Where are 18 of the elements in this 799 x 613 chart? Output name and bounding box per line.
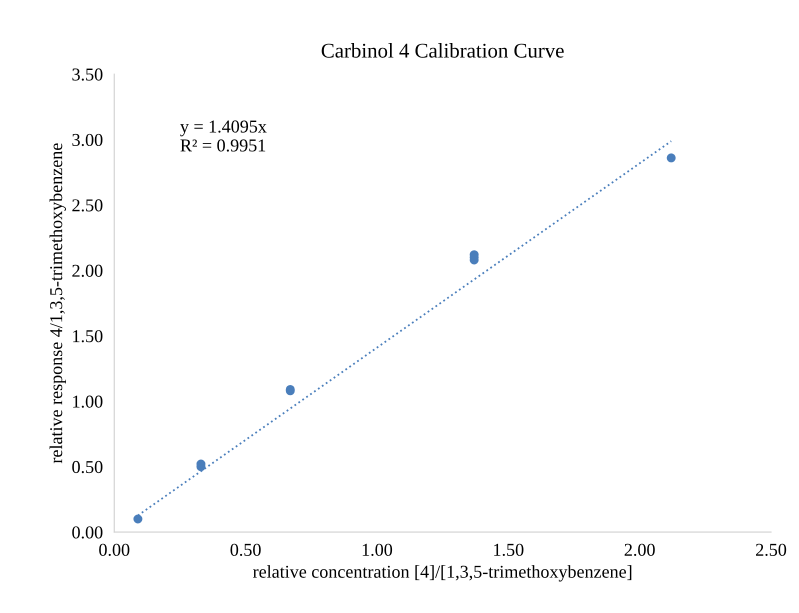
y-tick-label: 1.50 [73, 330, 102, 342]
y-tick-label: 2.50 [72, 199, 102, 212]
y-tick-label: 0.50 [72, 460, 102, 474]
x-axis-title: relative concentration [4]/[1,3,5-trimethoxybenzene] [253, 565, 632, 582]
x-tick-label: 1.00 [362, 544, 392, 556]
y-tick-label: 3.00 [72, 134, 102, 146]
x-tick-label: 2.00 [624, 544, 655, 556]
chart-title: Carbinol 4 Calibration Curve [322, 43, 564, 58]
x-tick-label: 1.50 [494, 544, 524, 556]
y-axis-title: relative response 4/1,3,5-trimethoxybenzene [50, 143, 66, 464]
y-tick-label: 1.00 [73, 396, 102, 408]
annotation: y = 1.4095x R² = 0.9951 [180, 120, 267, 152]
y-tick-label: 0.00 [72, 526, 102, 539]
x-tick-label: 2.50 [756, 544, 786, 556]
x-tick-label: 0.00 [99, 544, 130, 556]
y-tick-label: 3.50 [72, 68, 102, 81]
y-tick-label: 2.00 [72, 264, 102, 277]
x-tick-label: 0.50 [230, 544, 261, 556]
